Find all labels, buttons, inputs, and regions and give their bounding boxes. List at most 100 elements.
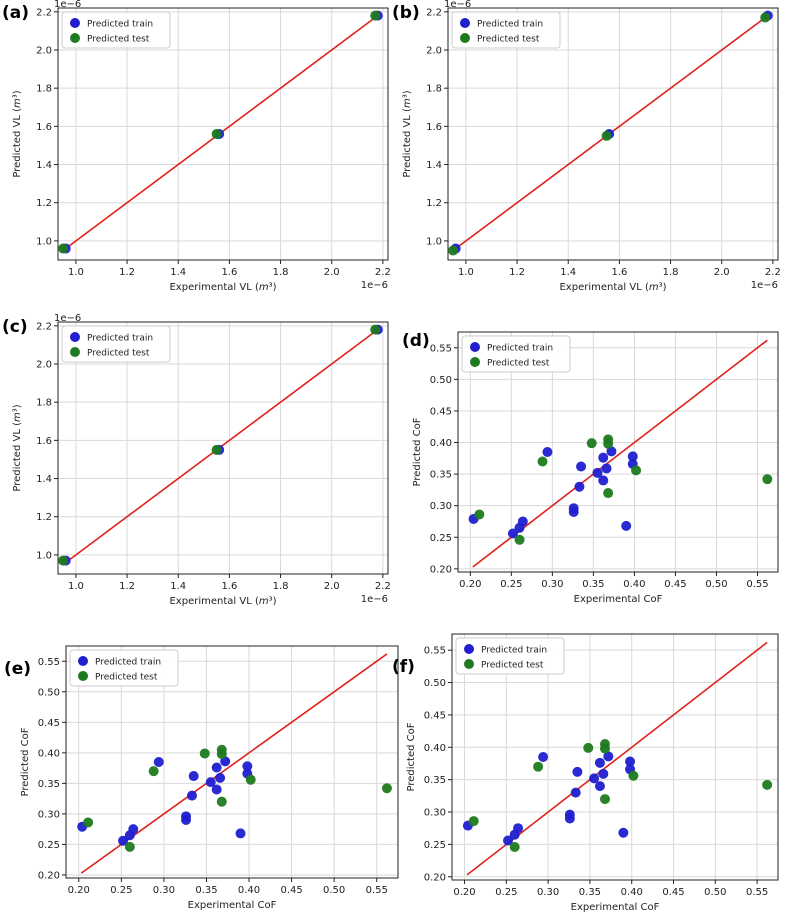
- panel-c: 1.0 1.2 1.4 1.6 1.8 2.0 2.2 1.0 1.2 1.4 1.6 1.8 2.0 2…: [2, 313, 391, 607]
- legend-box: [61, 11, 171, 49]
- test-point: [381, 783, 392, 794]
- x-tick-label: 1.0: [68, 581, 84, 592]
- panel-letter: (b): [392, 3, 420, 23]
- y-tick-label: 0.45: [430, 406, 452, 417]
- panel-d: 0.20 0.25 0.30 0.35 0.40 0.45 0.50 0.55 0.20 0.25…: [402, 331, 779, 605]
- y-tick-label: 0.40: [38, 748, 60, 759]
- y-tick-label: 1.4: [426, 160, 442, 171]
- x-tick-label: 1.8: [273, 581, 289, 592]
- x-tick-label: 0.25: [500, 579, 522, 590]
- y-tick-label: 0.25: [430, 533, 452, 544]
- x-tick-label: 1.2: [509, 267, 525, 278]
- y-exponent-label: 1e−6: [54, 313, 81, 324]
- y-tick-label: 0.55: [430, 343, 452, 354]
- train-point: [618, 827, 629, 838]
- y-tick-label: 1.2: [36, 198, 52, 209]
- x-axis-label: Experimental VL (m³): [169, 282, 276, 293]
- train-point: [542, 447, 553, 457]
- train-point: [128, 824, 139, 835]
- x-tick-label: 1.2: [119, 267, 135, 278]
- y-axis-label: Predicted VL (m³): [12, 90, 23, 177]
- y-tick-label: 2.2: [36, 321, 52, 332]
- x-tick-label: 1.4: [170, 267, 186, 278]
- y-tick-label: 0.55: [38, 657, 60, 668]
- y-tick-label: 2.2: [36, 7, 52, 18]
- plot-frame: [65, 645, 399, 879]
- train-point: [507, 528, 518, 539]
- x-tick-label: 0.20: [68, 885, 90, 896]
- y-tick-label: 1.4: [36, 160, 52, 171]
- panel-letter: (e): [4, 659, 31, 679]
- test-point: [370, 324, 381, 335]
- panel-letter: (d): [402, 331, 430, 351]
- legend: Predicted train Predicted test: [461, 335, 571, 373]
- panel-a: 1.0 1.2 1.4 1.6 1.8 2.0 2.2 1.0 1.2 1.4 1.6 1.8 2.0 2…: [2, 0, 391, 293]
- test-point: [599, 739, 610, 750]
- test-point: [628, 770, 639, 781]
- panel-letter: (f): [392, 657, 415, 677]
- legend: Predicted train Predicted test: [69, 649, 179, 687]
- y-axis-label: Predicted VL (m³): [12, 404, 23, 491]
- legend-marker-test: [470, 357, 480, 367]
- y-tick-label: 1.8: [426, 84, 442, 95]
- train-point: [188, 771, 199, 782]
- x-tick-label: 1.2: [119, 581, 135, 592]
- x-axis-label: Experimental CoF: [571, 902, 660, 912]
- train-point: [589, 773, 600, 784]
- y-tick-label: 0.55: [424, 646, 446, 657]
- y-tick-label: 0.20: [424, 872, 446, 883]
- train-point: [601, 463, 612, 474]
- train-point: [205, 777, 216, 788]
- train-point: [568, 503, 579, 514]
- x-axis-label: Experimental CoF: [574, 594, 663, 605]
- x-tick-label: 0.25: [110, 885, 132, 896]
- test-point: [514, 534, 525, 545]
- train-point: [211, 762, 222, 773]
- y-tick-label: 0.50: [424, 678, 446, 689]
- test-point: [148, 766, 159, 777]
- x-tick-label: 1.0: [68, 267, 84, 278]
- y-tick-label: 0.35: [430, 470, 452, 481]
- plot-frame: [57, 7, 389, 261]
- train-point: [598, 452, 609, 463]
- legend-marker-test: [70, 33, 80, 43]
- y-tick-label: 0.25: [424, 840, 446, 851]
- x-tick-label: 0.30: [541, 579, 563, 590]
- x-tick-label: 0.35: [195, 885, 217, 896]
- test-point: [58, 555, 69, 566]
- test-point: [762, 474, 773, 485]
- x-tick-label: 1.4: [170, 581, 186, 592]
- train-point: [153, 757, 164, 767]
- y-tick-label: 1.8: [36, 84, 52, 95]
- x-tick-label: 0.50: [704, 887, 726, 898]
- legend-label-test: Predicted test: [87, 35, 150, 45]
- legend: Predicted train Predicted test: [451, 11, 561, 49]
- test-point: [603, 488, 614, 499]
- y-exponent-label: 1e−6: [444, 0, 471, 10]
- y-tick-label: 0.35: [424, 775, 446, 786]
- legend-label-test: Predicted test: [87, 349, 150, 359]
- x-tick-label: 0.55: [746, 887, 768, 898]
- test-point: [474, 509, 485, 520]
- train-point: [598, 768, 609, 779]
- legend-label-train: Predicted train: [477, 20, 543, 30]
- y-tick-label: 2.0: [36, 46, 52, 57]
- legend-marker-train: [78, 656, 88, 666]
- y-tick-label: 1.6: [426, 122, 442, 133]
- x-tick-label: 0.55: [366, 885, 388, 896]
- y-tick-label: 0.30: [430, 501, 452, 512]
- train-point: [538, 752, 549, 762]
- x-tick-label: 2.2: [765, 267, 781, 278]
- x-tick-label: 0.40: [621, 887, 643, 898]
- legend-marker-test: [460, 33, 470, 43]
- train-point: [211, 784, 222, 795]
- y-tick-label: 1.0: [36, 550, 52, 561]
- x-tick-label: 0.45: [280, 885, 302, 896]
- x-tick-label: 1.4: [560, 267, 576, 278]
- x-tick-label: 0.55: [746, 579, 768, 590]
- legend: Predicted train Predicted test: [455, 637, 565, 675]
- x-tick-label: 0.35: [582, 579, 604, 590]
- test-point: [468, 816, 479, 827]
- test-point: [760, 12, 771, 23]
